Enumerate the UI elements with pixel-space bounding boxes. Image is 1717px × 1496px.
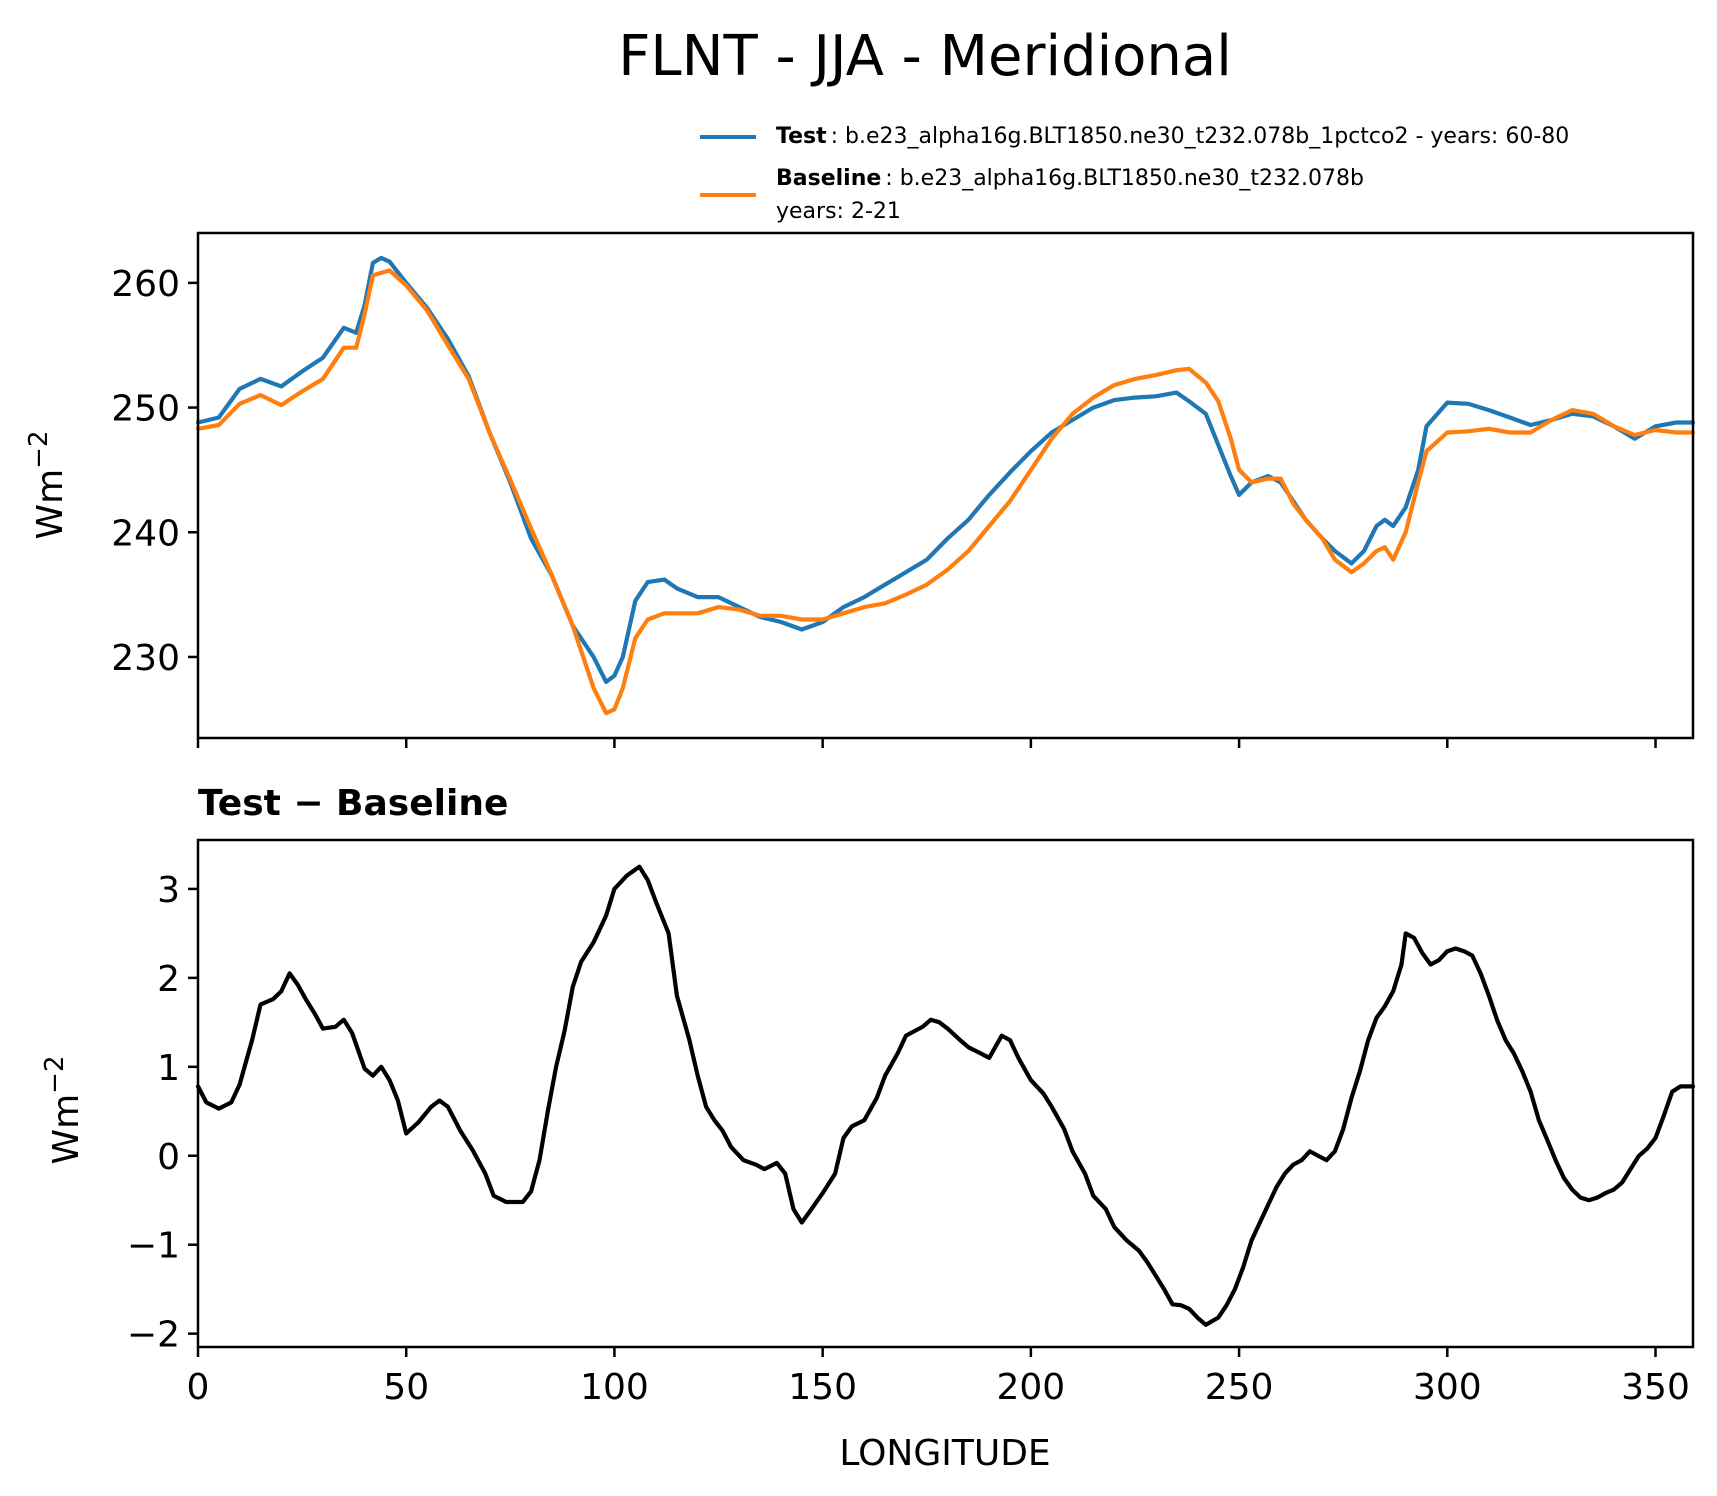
legend-text-baseline: : b.e23_alpha16g.BLT1850.ne30_t232.078b xyxy=(885,166,1364,191)
top-ytick-label: 240 xyxy=(111,513,180,554)
legend-entry-test: Test: b.e23_alpha16g.BLT1850.ne30_t232.0… xyxy=(776,124,1569,149)
top-ylabel: Wm−2 xyxy=(24,431,71,540)
bottom-xlabel: LONGITUDE xyxy=(839,1433,1050,1474)
bottom-xtick-label: 250 xyxy=(1205,1367,1274,1408)
bottom-xtick-label: 50 xyxy=(383,1367,429,1408)
bottom-xtick-label: 300 xyxy=(1413,1367,1482,1408)
legend: Test: b.e23_alpha16g.BLT1850.ne30_t232.0… xyxy=(700,124,1569,224)
bottom-plot-frame xyxy=(196,838,1695,1349)
figure-title: FLNT - JJA - Meridional xyxy=(618,24,1232,89)
legend-entry-baseline: Baseline: b.e23_alpha16g.BLT1850.ne30_t2… xyxy=(776,166,1364,191)
bottom-ytick-label: 2 xyxy=(157,959,180,1000)
bottom-series-line-test-baseline xyxy=(195,864,1696,1327)
legend-label-baseline: Baseline xyxy=(776,166,881,191)
bottom-subtitle: Test − Baseline xyxy=(198,783,508,824)
legend-text-baseline-years: years: 2-21 xyxy=(776,199,901,224)
bottom-ytick-label: 0 xyxy=(157,1137,180,1178)
bottom-xtick-label: 350 xyxy=(1621,1367,1690,1408)
top-ytick-label: 250 xyxy=(111,389,180,430)
top-ylabel-sup: −2 xyxy=(24,431,54,469)
bottom-ylabel: Wm−2 xyxy=(40,1056,87,1165)
bottom-xtick-label: 200 xyxy=(997,1367,1066,1408)
legend-text-test: : b.e23_alpha16g.BLT1850.ne30_t232.078b_… xyxy=(831,124,1570,149)
bottom-xtick-label: 100 xyxy=(580,1367,649,1408)
bottom-panel: Test − Baseline −2 −1 0 1 2 3 0 50 100 150 200 250… xyxy=(40,783,1696,1474)
bottom-ytick-label: 3 xyxy=(157,870,180,911)
top-plot-frame xyxy=(196,231,1695,740)
bottom-ytick-label: −1 xyxy=(127,1226,180,1267)
bottom-ytick-label: −2 xyxy=(127,1315,180,1356)
bottom-xtick-label: 0 xyxy=(187,1367,210,1408)
top-ytick-label: 260 xyxy=(111,264,180,305)
top-ytick-label: 230 xyxy=(111,638,180,679)
top-panel: 230 240 250 260 Wm−2 xyxy=(24,231,1696,748)
bottom-ylabel-text: Wm xyxy=(46,1094,87,1165)
top-ylabel-text: Wm xyxy=(30,469,71,540)
top-series-line-baseline xyxy=(195,268,1696,716)
legend-label-test: Test xyxy=(776,124,827,149)
bottom-ylabel-sup: −2 xyxy=(40,1056,70,1094)
bottom-ytick-label: 1 xyxy=(157,1048,180,1089)
bottom-xtick-label: 150 xyxy=(788,1367,857,1408)
